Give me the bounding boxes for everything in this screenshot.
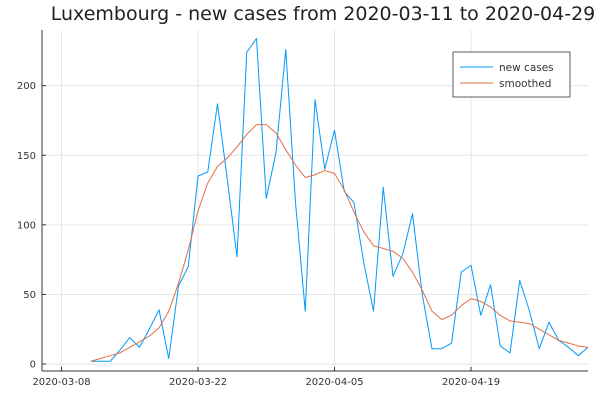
- legend-label-new-cases: new cases: [499, 62, 554, 74]
- tick-label-x-2020-03-08: 2020-03-08: [32, 377, 90, 388]
- tick-label-y-100: 100: [17, 220, 36, 231]
- series-line-new-cases: [90, 37, 589, 362]
- tick-label-x-2020-04-05: 2020-04-05: [305, 377, 363, 388]
- legend-label-smoothed: smoothed: [499, 78, 551, 90]
- axes: [41, 30, 588, 372]
- tick-label-y-50: 50: [23, 290, 36, 301]
- tick-labels: 0 50 100 150 200 2020-03-08 2020-03-22 2020-04-…: [17, 81, 500, 388]
- tick-label-x-2020-04-19: 2020-04-19: [442, 377, 500, 388]
- series: [90, 37, 589, 362]
- series-line-smoothed: [90, 124, 589, 362]
- legend-box: [452, 51, 571, 98]
- chart-title: Luxembourg - new cases from 2020-03-11 t…: [51, 3, 596, 25]
- tick-label-y-0: 0: [30, 360, 36, 371]
- legend: new cases smoothed: [452, 51, 571, 98]
- tick-label-x-2020-03-22: 2020-03-22: [169, 377, 227, 388]
- tick-label-y-200: 200: [17, 81, 36, 92]
- tick-label-y-150: 150: [17, 151, 36, 162]
